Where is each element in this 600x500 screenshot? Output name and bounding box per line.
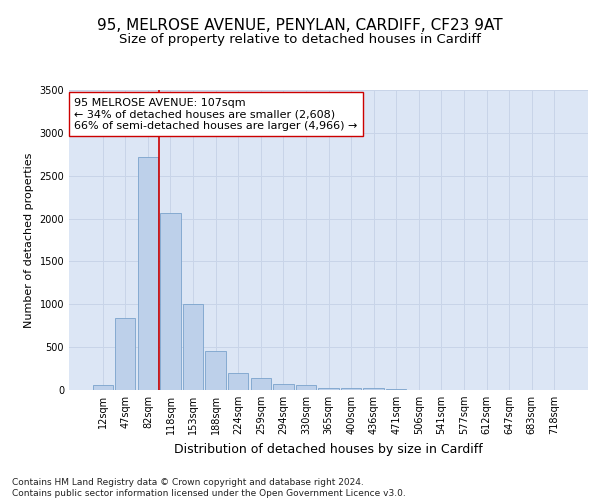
Text: Contains HM Land Registry data © Crown copyright and database right 2024.
Contai: Contains HM Land Registry data © Crown c… xyxy=(12,478,406,498)
X-axis label: Distribution of detached houses by size in Cardiff: Distribution of detached houses by size … xyxy=(174,442,483,456)
Bar xyxy=(160,214,181,390)
Bar xyxy=(183,304,203,390)
Bar xyxy=(273,384,293,390)
Bar xyxy=(115,318,136,390)
Text: 95 MELROSE AVENUE: 107sqm
← 34% of detached houses are smaller (2,608)
66% of se: 95 MELROSE AVENUE: 107sqm ← 34% of detac… xyxy=(74,98,358,130)
Bar xyxy=(386,388,406,390)
Bar xyxy=(228,373,248,390)
Bar xyxy=(296,386,316,390)
Bar xyxy=(319,388,338,390)
Bar xyxy=(205,352,226,390)
Y-axis label: Number of detached properties: Number of detached properties xyxy=(24,152,34,328)
Text: 95, MELROSE AVENUE, PENYLAN, CARDIFF, CF23 9AT: 95, MELROSE AVENUE, PENYLAN, CARDIFF, CF… xyxy=(97,18,503,32)
Bar xyxy=(364,388,384,390)
Bar xyxy=(138,157,158,390)
Bar xyxy=(251,378,271,390)
Bar xyxy=(92,385,113,390)
Text: Size of property relative to detached houses in Cardiff: Size of property relative to detached ho… xyxy=(119,32,481,46)
Bar xyxy=(341,388,361,390)
